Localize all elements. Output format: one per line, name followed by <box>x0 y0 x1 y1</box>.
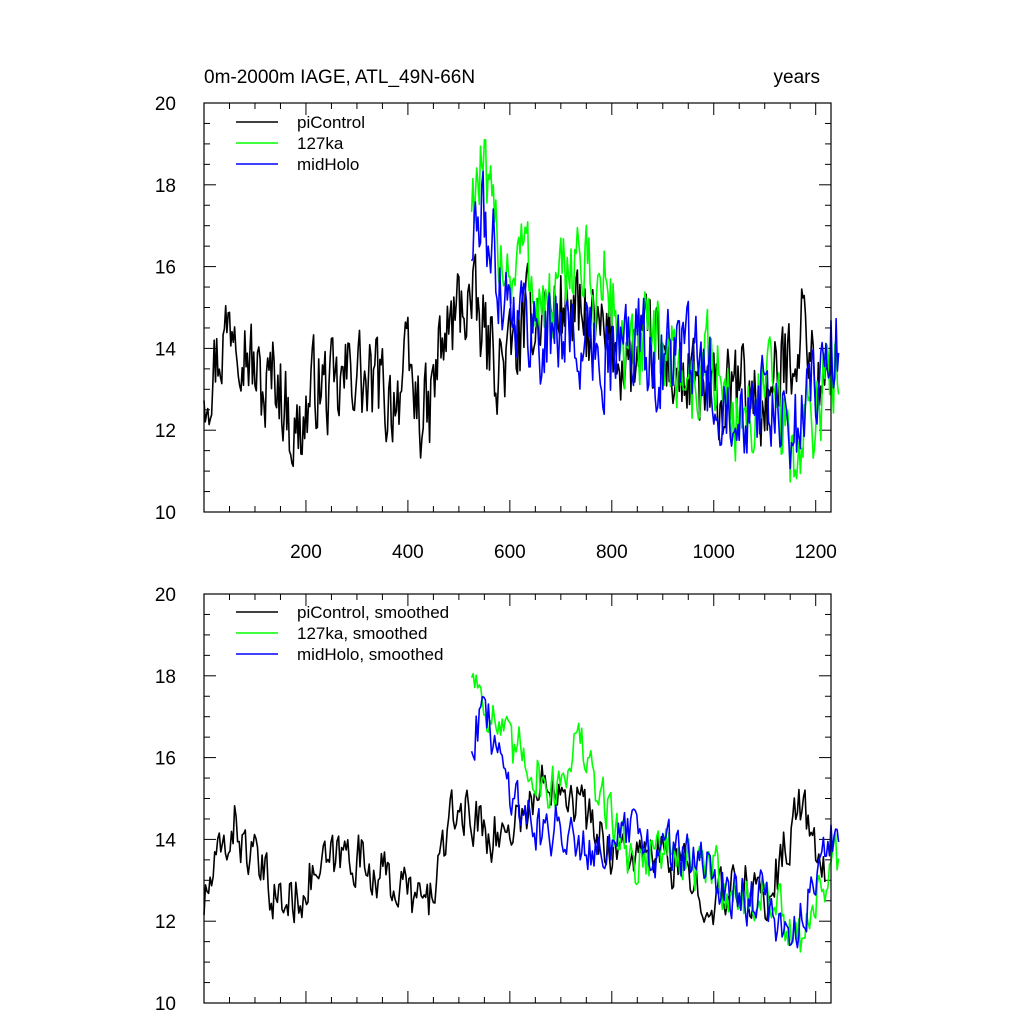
bottom-panel: 10 12 14 16 18 20 piControl, smoothed 127ka, s… <box>155 585 840 1015</box>
top-panel-frame <box>203 102 832 513</box>
top-panel-series <box>203 139 840 483</box>
legend-label: piControl, smoothed <box>297 603 449 622</box>
series-line-midholo <box>470 170 840 470</box>
y-tick-label: 20 <box>155 585 176 606</box>
x-tick-label: 800 <box>596 542 628 563</box>
top-panel-ticks: 200 400 600 800 1000 1200 10 12 14 16 18 20 <box>155 94 837 563</box>
top-panel-units: years <box>774 67 820 88</box>
bottom-panel-series <box>203 672 840 953</box>
legend-label: 127ka, smoothed <box>297 624 427 643</box>
x-tick-label: 1000 <box>693 542 735 563</box>
x-tick-label: 400 <box>392 542 424 563</box>
y-tick-label: 14 <box>155 339 177 360</box>
y-tick-label: 10 <box>155 994 176 1015</box>
y-tick-label: 12 <box>155 912 176 933</box>
y-tick-label: 16 <box>155 258 176 279</box>
y-tick-label: 18 <box>155 176 176 197</box>
bottom-panel-frame <box>203 593 832 1004</box>
legend-label: piControl <box>297 113 365 132</box>
y-tick-label: 18 <box>155 667 176 688</box>
series-line-picontrol-smoothed <box>203 764 826 926</box>
bottom-panel-ticks: 10 12 14 16 18 20 <box>155 585 831 1015</box>
legend-label: 127ka <box>297 134 344 153</box>
y-tick-label: 12 <box>155 421 176 442</box>
top-panel: 0m-2000m IAGE, ATL_49N-66N years 200 400 6… <box>155 67 840 563</box>
series-line-midholo-smoothed <box>470 695 840 949</box>
series-line-127ka <box>470 139 840 483</box>
legend-label: midHolo, smoothed <box>297 645 443 664</box>
x-tick-label: 600 <box>494 542 526 563</box>
y-tick-label: 20 <box>155 94 176 115</box>
y-tick-label: 10 <box>155 503 176 524</box>
top-panel-legend: piControl 127ka midHolo <box>236 113 365 174</box>
y-tick-label: 16 <box>155 749 176 770</box>
y-tick-label: 14 <box>155 830 177 851</box>
x-tick-label: 1200 <box>795 542 837 563</box>
series-line-127ka-smoothed <box>470 672 840 953</box>
legend-label: midHolo <box>297 155 359 174</box>
x-tick-label: 200 <box>290 542 322 563</box>
bottom-panel-legend: piControl, smoothed 127ka, smoothed midHol… <box>236 603 449 664</box>
top-panel-title: 0m-2000m IAGE, ATL_49N-66N <box>204 67 475 88</box>
